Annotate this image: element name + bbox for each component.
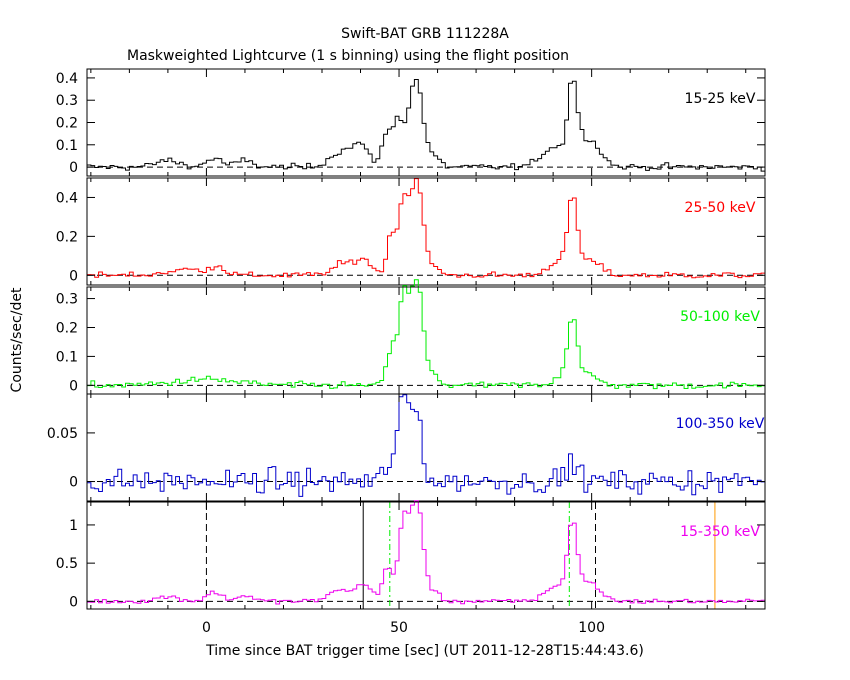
- chart-subtitle: Maskweighted Lightcurve (1 s binning) us…: [127, 48, 569, 64]
- lightcurve-series: [87, 500, 765, 605]
- y-tick-label: 0.3: [56, 292, 78, 308]
- x-tick-label: 0: [202, 620, 211, 636]
- lightcurve-series: [87, 178, 765, 279]
- y-tick-label: 0.2: [56, 320, 78, 336]
- y-tick-label: 0.4: [56, 190, 78, 206]
- x-tick-label: 50: [390, 620, 408, 636]
- panel-5: 0 0.5 1 15-350 keV: [56, 500, 766, 610]
- panel-2: 0 0.2 0.4 25-50 keV: [56, 177, 766, 286]
- y-tick-label: 0.1: [56, 349, 78, 365]
- lightcurve-series: [87, 394, 765, 497]
- y-tick-label: 0.3: [56, 93, 78, 109]
- panel-frame: [86, 68, 766, 177]
- y-tick-label: 0.2: [56, 116, 78, 132]
- band-label: 50-100 keV: [680, 309, 760, 325]
- panel-4: 0 0.05 100-350 keV: [47, 393, 766, 502]
- y-tick-label: 0.5: [56, 556, 78, 572]
- lightcurve-series: [87, 279, 765, 390]
- panel-3: 0 0.1 0.2 0.3 50-100 keV: [56, 279, 766, 395]
- panel-frame: [86, 393, 766, 502]
- band-label: 15-25 keV: [685, 91, 756, 107]
- y-tick-label: 0: [69, 268, 78, 284]
- y-tick-label: 0.4: [56, 71, 78, 87]
- x-axis-label: Time since BAT trigger time [sec] (UT 20…: [205, 643, 644, 659]
- x-tick-label: 100: [578, 620, 605, 636]
- y-tick-label: 0: [69, 160, 78, 176]
- band-label: 25-50 keV: [685, 200, 756, 216]
- band-label: 15-350 keV: [680, 524, 760, 540]
- panel-frame: [86, 177, 766, 286]
- y-tick-label: 0: [69, 594, 78, 610]
- chart-title: Swift-BAT GRB 111228A: [341, 26, 509, 42]
- y-tick-label: 0.1: [56, 138, 78, 154]
- y-tick-label: 0.2: [56, 229, 78, 245]
- y-tick-label: 0: [69, 378, 78, 394]
- y-tick-label: 0: [69, 475, 78, 491]
- panel-1: 0 0.1 0.2 0.3 0.4 15-25 keV: [56, 68, 766, 177]
- lightcurve-series: [87, 79, 765, 172]
- y-axis-label: Counts/sec/det: [9, 287, 25, 392]
- band-label: 100-350 keV: [676, 416, 765, 432]
- panel-frame: [86, 501, 766, 610]
- y-tick-label: 1: [69, 518, 78, 534]
- y-tick-label: 0.05: [47, 426, 78, 442]
